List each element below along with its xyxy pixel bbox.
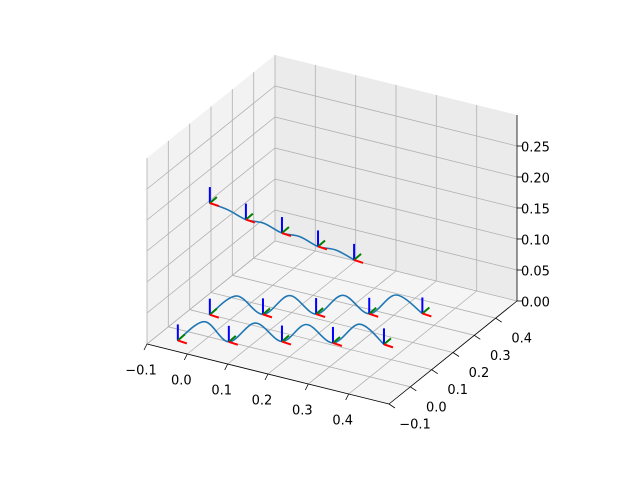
frame-marker [261, 298, 273, 319]
frame-y-axis [209, 196, 218, 204]
frame-y-axis [332, 336, 341, 344]
frame-x-axis [245, 218, 256, 224]
y-tick-mark [431, 369, 438, 375]
frame-y-axis [421, 306, 431, 315]
x-tick-label: −0.1 [125, 364, 157, 379]
frame-x-axis [228, 340, 239, 346]
frame-marker [244, 203, 256, 224]
z-tick-label: 0.25 [521, 141, 550, 156]
grid-line-z-left [146, 147, 276, 252]
grid-line-z-left [146, 85, 276, 190]
frame-marker [368, 297, 379, 318]
x-tick-mark [143, 343, 148, 351]
y-tick-label: 0.2 [469, 366, 490, 381]
grid-line-z-back [274, 147, 518, 209]
frame-marker [176, 324, 188, 345]
frame-x-axis [315, 313, 326, 319]
axis-lines [143, 115, 522, 409]
frame-y-axis [281, 226, 290, 234]
z-tick-label: 0.00 [521, 296, 550, 311]
grid-line-z-back [274, 240, 518, 302]
frame-marker [353, 243, 364, 264]
frame-y-axis [368, 307, 377, 315]
y-tick-label: 0.3 [490, 349, 511, 364]
y-tick-label: 0.1 [447, 383, 468, 398]
x-tick-mark [264, 373, 269, 381]
x-tick-mark [304, 383, 309, 391]
frame-x-axis [209, 202, 220, 208]
frame-marker [382, 328, 394, 349]
grid-line-z-back [274, 116, 518, 178]
x-tick-label: 0.1 [211, 384, 232, 399]
frame-y-axis [383, 337, 392, 346]
frame-x-axis [368, 312, 379, 318]
x-tick-mark [345, 393, 350, 401]
frame-y-axis [209, 307, 218, 316]
grid-line-y-floor [253, 257, 496, 319]
frame-marker [331, 326, 343, 347]
frame-y-axis [353, 253, 362, 261]
y-tick-label: 0.0 [426, 400, 447, 415]
frame-x-axis [383, 343, 394, 349]
frame-x-axis [422, 312, 432, 318]
x-tick-mark [183, 353, 188, 361]
x-tick-label: 0.3 [292, 404, 313, 419]
frame-x-axis [281, 340, 292, 346]
grid-line-z-left [146, 178, 276, 283]
frame-y-axis [228, 335, 237, 343]
y-tick-mark [388, 403, 396, 409]
x-tick-label: 0.2 [252, 394, 273, 409]
z-tick-label: 0.20 [521, 172, 550, 187]
frame-marker [280, 325, 292, 346]
y-tick-mark [410, 386, 417, 392]
z-tick-label: 0.10 [521, 234, 550, 249]
frame-marker [315, 298, 326, 319]
z-tick-label: 0.05 [521, 265, 550, 280]
y-tick-label: 0.4 [511, 332, 532, 347]
grid-line-z-back [274, 209, 518, 271]
frame-marker [208, 298, 220, 319]
y-tick-label: −0.1 [399, 418, 431, 433]
grid-line-y-floor [232, 274, 475, 336]
frame-marker [227, 325, 239, 346]
y-tick-mark [495, 317, 502, 323]
grid-line-y-floor [189, 309, 432, 371]
frame-x-axis [281, 232, 292, 237]
frame-y-axis [317, 239, 326, 248]
grid-line-z-left [146, 116, 276, 221]
frame-y-axis [262, 307, 271, 316]
grid-lines [146, 55, 518, 405]
grid-line-y-floor [210, 292, 454, 353]
grid-line-y-floor [168, 326, 411, 388]
x-tick-mark [224, 363, 229, 371]
frame-x-axis [332, 342, 343, 347]
frame-marker [421, 297, 432, 318]
grid-line-z-left [146, 240, 276, 345]
frame-marker [280, 217, 292, 237]
x-tick-label: 0.0 [171, 374, 192, 389]
z-tick-label: 0.15 [521, 203, 550, 218]
frame-x-axis [262, 313, 273, 319]
axes-panes [147, 55, 517, 404]
frame-x-axis [177, 339, 188, 345]
frame-x-axis [317, 245, 328, 251]
frame-x-axis [209, 313, 220, 319]
frame-y-axis [281, 334, 290, 343]
grid-line-z-back [274, 85, 518, 147]
frame-y-axis [315, 307, 324, 315]
frame-marker [208, 187, 220, 208]
y-tick-mark [452, 352, 460, 357]
frame-x-axis [353, 258, 364, 264]
grid-line-z-left [146, 209, 276, 314]
grid-line-z-back [274, 178, 518, 240]
frame-marker [317, 230, 328, 251]
y-tick-mark [474, 334, 481, 340]
tick-labels: −0.10.00.10.20.30.4 −0.10.00.10.20.30.40.… [125, 141, 550, 433]
coordinate-frames [176, 187, 432, 349]
frame-y-axis [245, 212, 254, 221]
frame-y-axis [177, 333, 186, 342]
x-tick-label: 0.4 [332, 414, 353, 429]
